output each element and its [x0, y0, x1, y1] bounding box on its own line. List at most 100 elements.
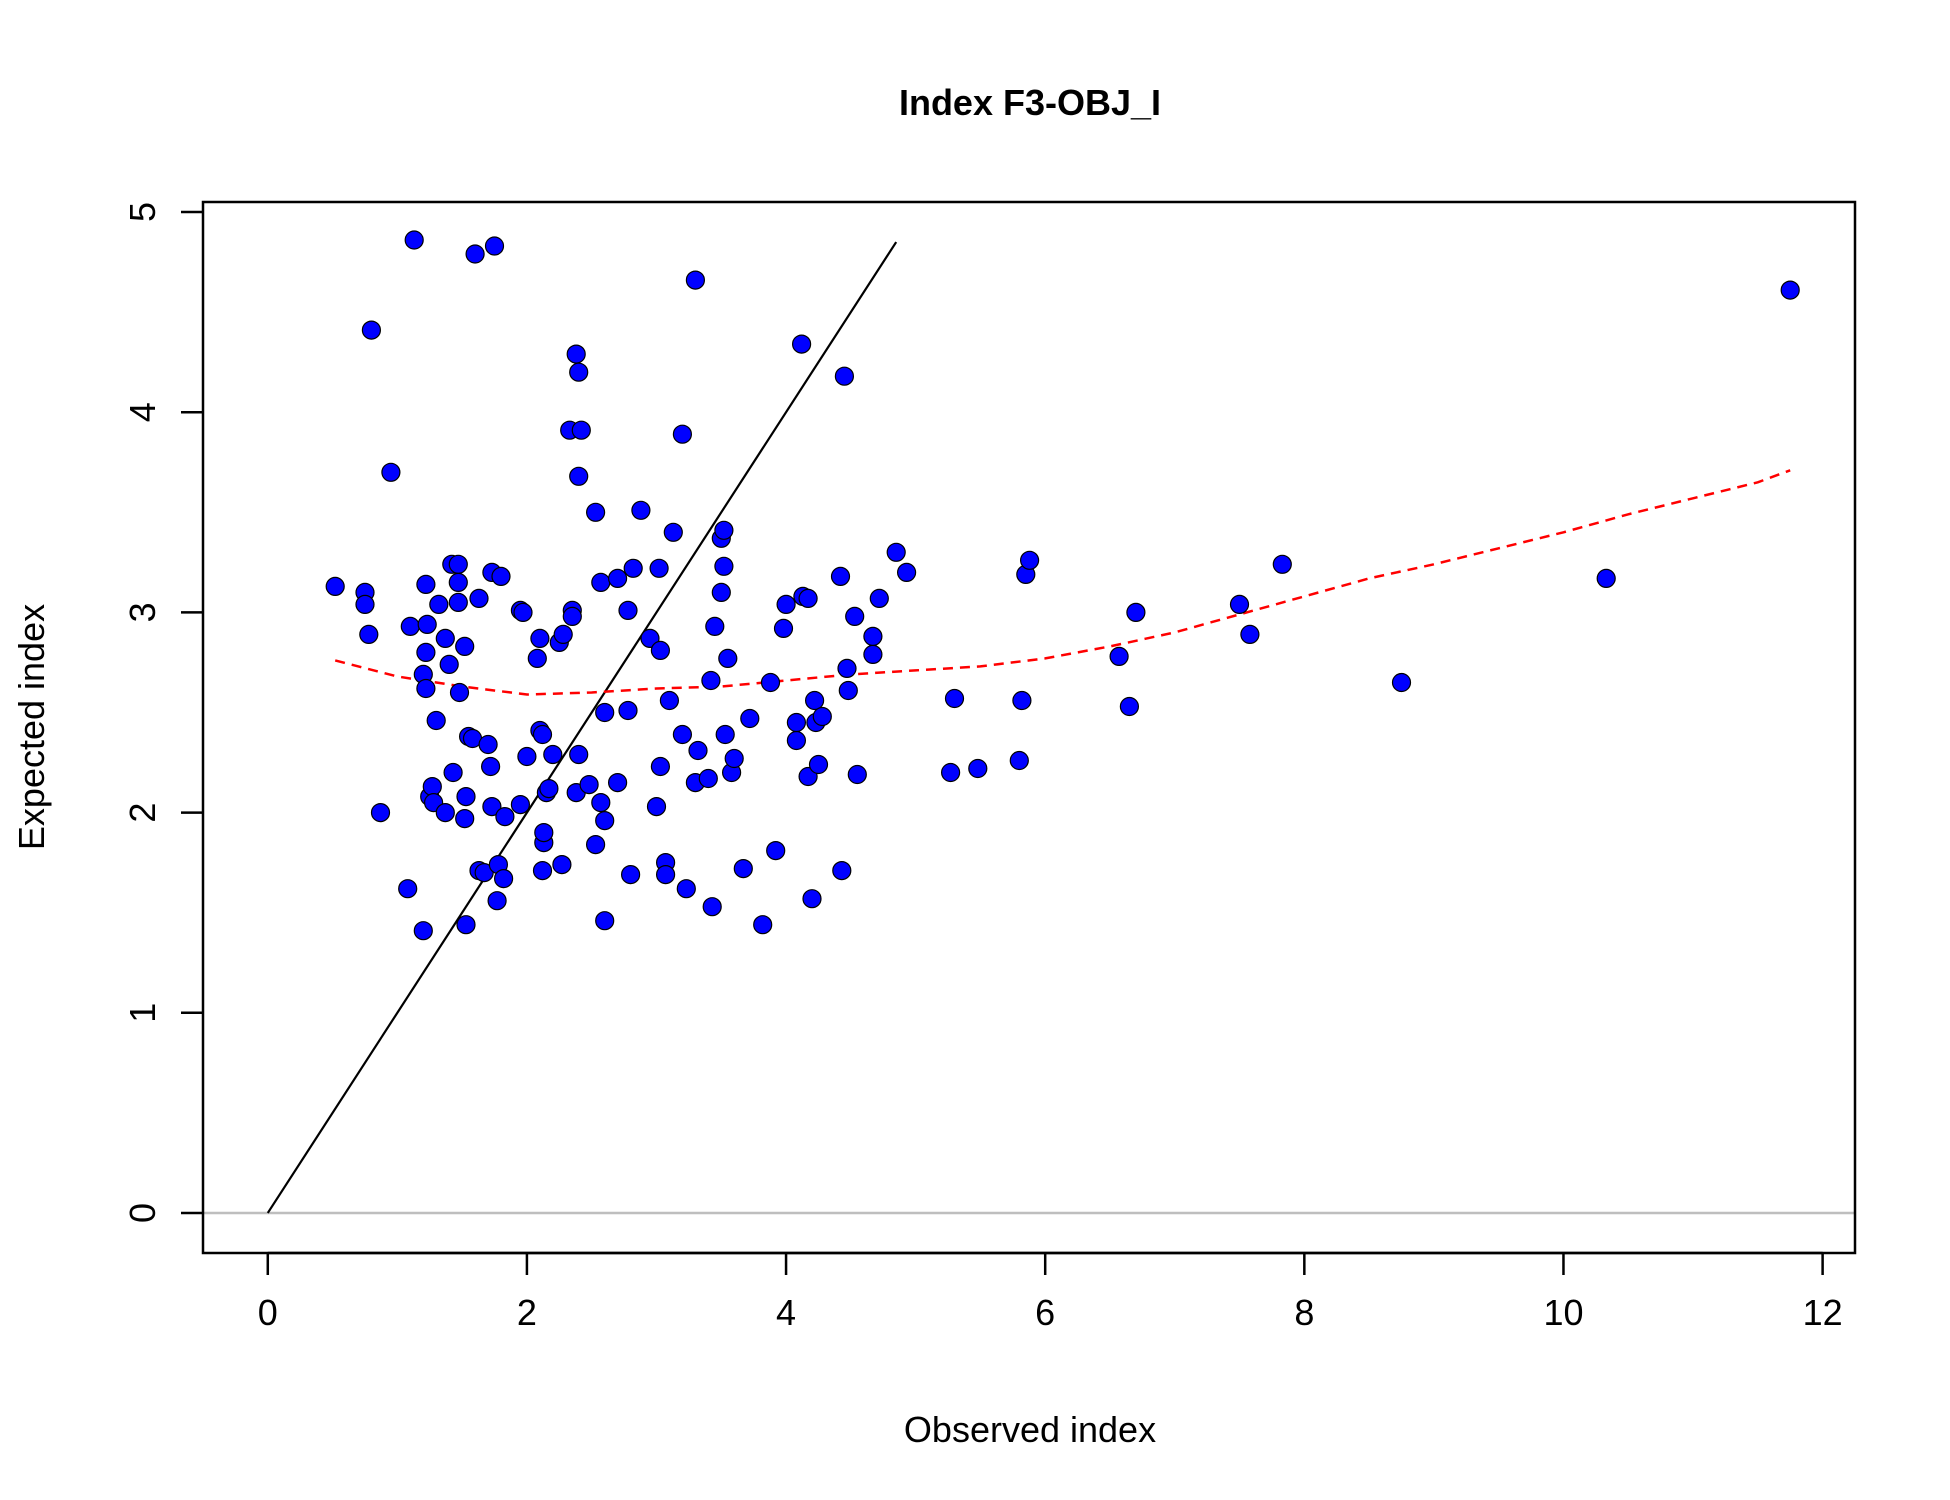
data-point [562, 606, 582, 627]
data-point [443, 762, 463, 783]
data-point [566, 344, 586, 364]
data-point [886, 542, 906, 562]
data-point [808, 754, 829, 775]
smooth-trend-line [334, 469, 1791, 696]
x-tick-label: 2 [517, 1292, 537, 1333]
data-point [539, 778, 559, 799]
data-point [832, 860, 852, 881]
data-point [714, 556, 734, 576]
data-point [753, 915, 773, 935]
x-axis: 0 2 4 6 8 10 12 [258, 1251, 1843, 1333]
data-point [863, 644, 883, 665]
data-point [543, 744, 563, 765]
data-point [571, 420, 591, 440]
data-point [845, 606, 865, 627]
data-point [426, 710, 446, 731]
data-point [837, 658, 857, 679]
data-point [760, 672, 781, 693]
data-point [513, 602, 533, 623]
y-axis-label: Expected index [11, 604, 52, 850]
data-point [422, 776, 442, 797]
data-point [650, 756, 671, 777]
data-point [685, 270, 706, 290]
data-point [834, 366, 855, 386]
data-point [786, 712, 807, 733]
smooth-line-layer [334, 469, 1791, 696]
x-tick-label: 6 [1035, 1292, 1055, 1333]
data-point [491, 566, 511, 587]
data-point [482, 796, 502, 817]
data-point [944, 688, 965, 709]
data-point [1272, 554, 1292, 574]
data-point [618, 600, 638, 621]
data-point [688, 740, 708, 761]
data-point [623, 558, 643, 578]
data-point [702, 897, 722, 917]
data-point [478, 734, 498, 755]
data-point [456, 915, 476, 935]
data-point [701, 670, 721, 691]
data-point [416, 642, 436, 663]
data-point [968, 758, 988, 779]
data-point [773, 618, 794, 639]
data-point [812, 706, 832, 727]
data-point [718, 648, 738, 669]
data-point [569, 466, 589, 486]
data-point [552, 854, 572, 875]
data-point [370, 802, 391, 823]
y-tick-label: 0 [122, 1203, 163, 1223]
data-point [456, 786, 476, 807]
data-point [896, 562, 917, 583]
data-point [455, 636, 475, 657]
data-point [595, 702, 615, 723]
data-point [585, 834, 606, 855]
data-point [766, 840, 786, 861]
data-point [655, 864, 676, 885]
y-tick-label: 1 [122, 1003, 163, 1023]
data-point [798, 588, 818, 609]
data-point [448, 554, 468, 574]
data-point [940, 762, 961, 783]
data-point [1126, 602, 1146, 623]
data-point [1596, 568, 1616, 589]
y-tick-label: 3 [122, 602, 163, 622]
data-point [838, 680, 858, 701]
data-point [404, 230, 424, 250]
data-point [724, 748, 744, 769]
data-point [469, 588, 489, 609]
data-point [591, 792, 611, 813]
points-layer [325, 230, 1800, 941]
data-point [607, 568, 628, 589]
data-point [802, 889, 822, 909]
data-point [776, 594, 796, 615]
data-point [672, 424, 693, 444]
data-point [698, 768, 718, 789]
data-point [595, 911, 615, 931]
data-point [786, 730, 807, 751]
data-point [487, 891, 507, 911]
data-point [361, 320, 381, 340]
data-point [359, 624, 379, 645]
data-point [620, 864, 641, 885]
data-point [1780, 280, 1800, 300]
plot-frame [201, 200, 1857, 1255]
data-point [650, 640, 671, 661]
x-tick-label: 10 [1543, 1292, 1583, 1333]
data-point [1009, 750, 1029, 771]
data-point [553, 624, 573, 645]
data-point [495, 806, 515, 827]
data-point [1012, 690, 1032, 711]
data-point [517, 746, 537, 767]
data-point [1019, 550, 1040, 570]
data-point [532, 860, 553, 881]
data-point [417, 614, 437, 635]
data-point [416, 574, 436, 595]
data-point [532, 724, 553, 745]
chart-title: Index F3-OBJ_I [899, 82, 1161, 123]
x-tick-label: 12 [1803, 1292, 1843, 1333]
x-tick-label: 4 [776, 1292, 796, 1333]
y-axis: 0 1 2 3 4 5 [122, 202, 203, 1223]
data-point [530, 628, 550, 649]
x-tick-label: 8 [1294, 1292, 1314, 1333]
